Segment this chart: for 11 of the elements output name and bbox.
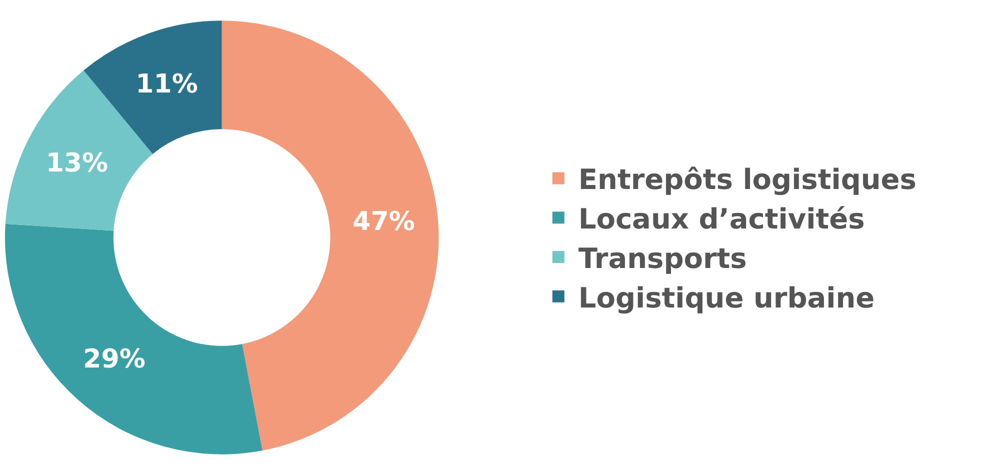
donut-slice [222,20,439,451]
legend-label: Entrepôts logistiques [578,163,916,196]
legend-label: Logistique urbaine [578,281,875,314]
data-label: 47% [352,207,415,238]
data-label: 29% [83,344,146,374]
donut-slice [5,224,262,454]
legend-label: Transports [578,242,747,275]
legend-label: Locaux d’activités [578,202,865,236]
data-label: 11% [136,69,198,100]
donut-slice [84,20,222,154]
data-label: 13% [46,148,108,179]
